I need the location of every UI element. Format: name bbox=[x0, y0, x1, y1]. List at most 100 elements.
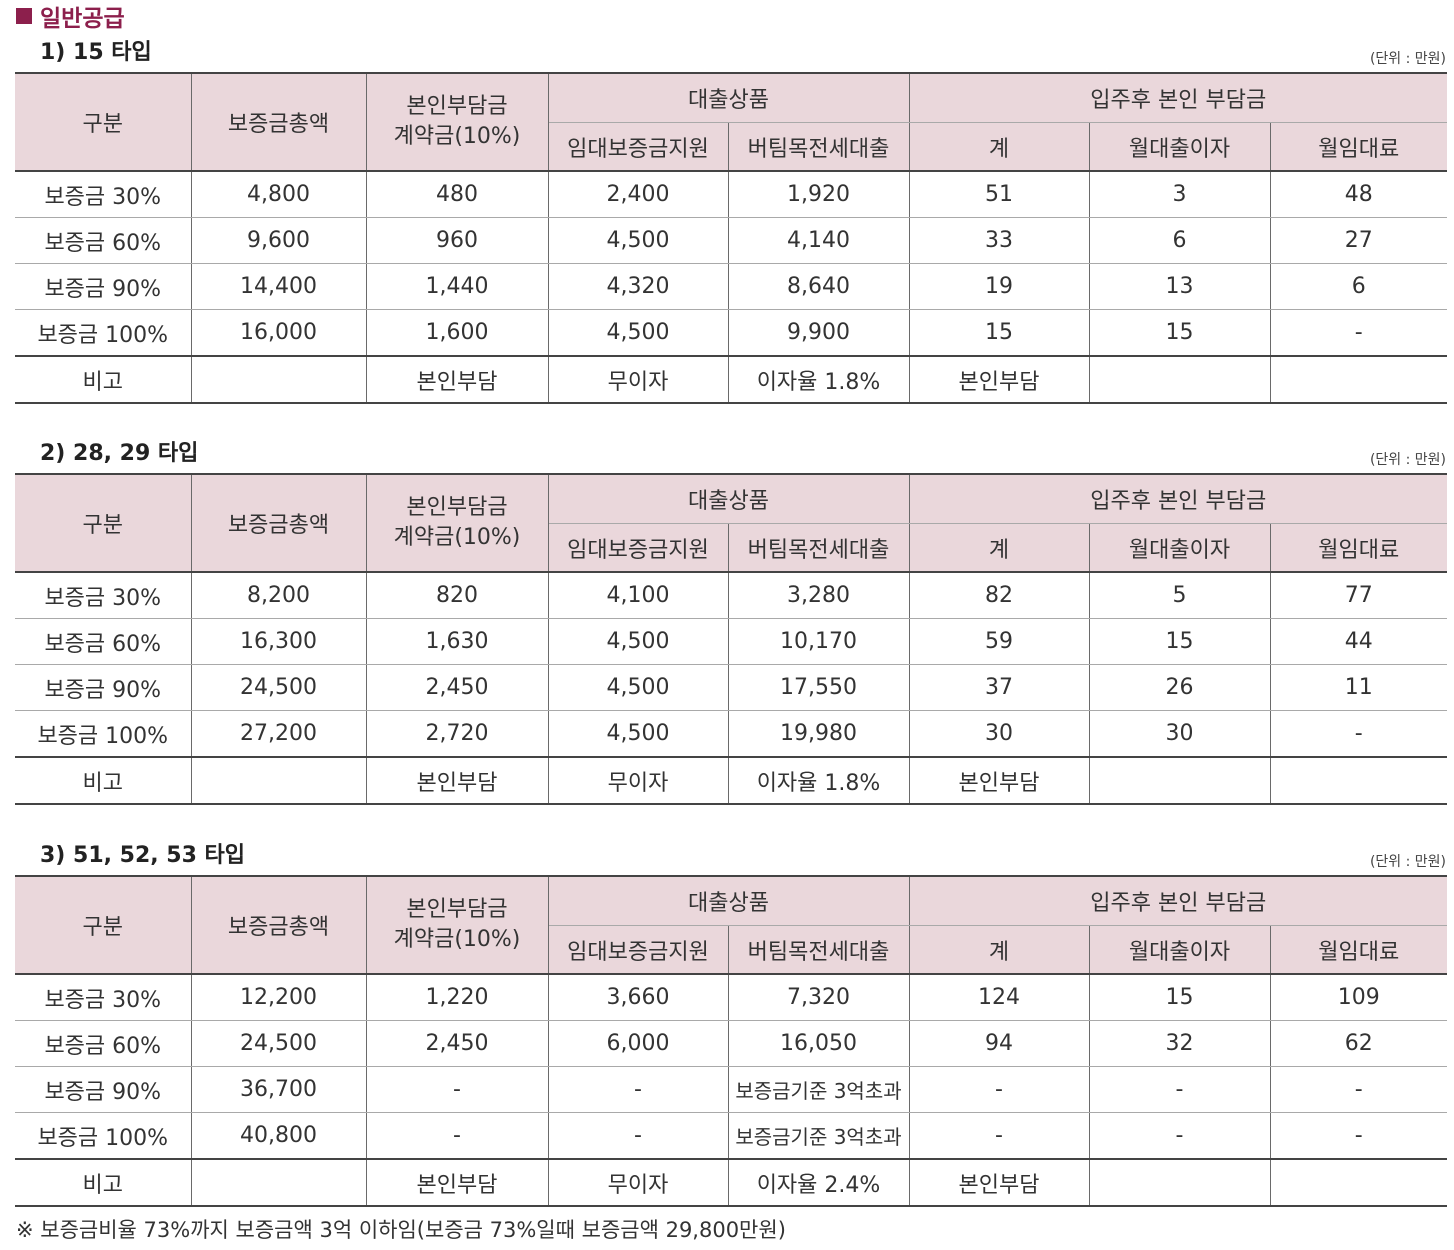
cell-category: 보증금 30% bbox=[15, 170, 192, 218]
cell-category: 보증금 100% bbox=[15, 1112, 192, 1160]
table-row: 보증금 90% 14,400 1,440 4,320 8,640 19 13 6 bbox=[15, 263, 1448, 310]
header-jeonse-loan: 버팀목전세대출 bbox=[727, 523, 910, 573]
cell-jeonse-loan: 8,640 bbox=[727, 263, 910, 310]
supply-table: 구분 보증금총액 본인부담금 계약금(10%) 대출상품 입주후 본인 부담금 임대보증금지… bbox=[15, 72, 1448, 404]
cell-monthly-interest: 5 bbox=[1088, 571, 1271, 619]
footnote: ※ 보증금비율 73%까지 보증금액 3억 이하임(보증금 73%일때 보증금액… bbox=[16, 1218, 786, 1242]
header-self-contract-line1: 본인부담금 bbox=[406, 495, 508, 520]
note-cell-self-contract: 본인부담 bbox=[365, 1158, 549, 1207]
header-self-contract: 본인부담금 계약금(10%) bbox=[365, 72, 549, 172]
cell-jeonse-loan: 보증금기준 3억초과 bbox=[727, 1112, 910, 1160]
cell-deposit-total: 4,800 bbox=[190, 170, 367, 218]
cell-monthly-rent: 27 bbox=[1269, 217, 1448, 264]
cell-rent-support: 6,000 bbox=[547, 1020, 729, 1067]
cell-rent-support: 4,500 bbox=[547, 710, 729, 758]
cell-total: 33 bbox=[908, 217, 1090, 264]
header-self-contract-line2: 계약금(10%) bbox=[393, 927, 521, 952]
note-cell-rent-support: 무이자 bbox=[547, 1158, 729, 1207]
cell-monthly-rent: - bbox=[1269, 1112, 1448, 1160]
unit-label: (단위 : 만원) bbox=[1369, 51, 1446, 67]
cell-deposit-total: 36,700 bbox=[190, 1066, 367, 1113]
cell-monthly-interest: 30 bbox=[1088, 710, 1271, 758]
cell-deposit-total: 12,200 bbox=[190, 973, 367, 1021]
note-cell-category: 비고 bbox=[15, 355, 192, 404]
cell-rent-support: - bbox=[547, 1112, 729, 1160]
cell-deposit-total: 27,200 bbox=[190, 710, 367, 758]
header-self-contract: 본인부담금 계약금(10%) bbox=[365, 473, 549, 573]
note-cell-self-contract: 본인부담 bbox=[365, 355, 549, 404]
header-rent-support: 임대보증금지원 bbox=[548, 523, 729, 573]
unit-label: (단위 : 만원) bbox=[1369, 452, 1446, 468]
header-category: 구분 bbox=[15, 72, 192, 172]
cell-monthly-rent: - bbox=[1269, 309, 1448, 357]
note-cell-monthly-interest bbox=[1088, 756, 1271, 805]
cell-deposit-total: 16,300 bbox=[190, 618, 367, 665]
cell-rent-support: 4,100 bbox=[547, 571, 729, 619]
table-row: 보증금 30% 8,200 820 4,100 3,280 82 5 77 bbox=[15, 571, 1448, 619]
cell-total: - bbox=[908, 1112, 1090, 1160]
cell-monthly-interest: 13 bbox=[1088, 263, 1271, 310]
note-cell-monthly-interest bbox=[1088, 355, 1271, 404]
header-jeonse-loan: 버팀목전세대출 bbox=[727, 925, 910, 975]
cell-self-contract: 1,440 bbox=[365, 263, 549, 310]
header-monthly-interest: 월대출이자 bbox=[1088, 122, 1271, 172]
note-cell-category: 비고 bbox=[15, 1158, 192, 1207]
cell-monthly-rent: 109 bbox=[1269, 973, 1448, 1021]
header-monthly-interest: 월대출이자 bbox=[1088, 523, 1271, 573]
note-cell-rent-support: 무이자 bbox=[547, 756, 729, 805]
cell-rent-support: 4,500 bbox=[547, 664, 729, 711]
cell-rent-support: 3,660 bbox=[547, 973, 729, 1021]
header-jeonse-loan: 버팀목전세대출 bbox=[727, 122, 910, 172]
cell-total: 30 bbox=[908, 710, 1090, 758]
cell-self-contract: 1,630 bbox=[365, 618, 549, 665]
cell-jeonse-loan: 17,550 bbox=[727, 664, 910, 711]
table-row: 보증금 60% 16,300 1,630 4,500 10,170 59 15 44 bbox=[15, 618, 1448, 665]
header-loan-group: 대출상품 bbox=[547, 473, 910, 524]
table-row: 보증금 30% 4,800 480 2,400 1,920 51 3 48 bbox=[15, 170, 1448, 218]
cell-self-contract: 1,220 bbox=[365, 973, 549, 1021]
header-after-group: 입주후 본인 부담금 bbox=[908, 72, 1448, 123]
cell-rent-support: 2,400 bbox=[547, 170, 729, 218]
cell-total: 15 bbox=[908, 309, 1090, 357]
cell-jeonse-loan: 19,980 bbox=[727, 710, 910, 758]
note-cell-monthly-rent bbox=[1269, 355, 1448, 404]
header-deposit-total: 보증금총액 bbox=[190, 875, 367, 975]
note-row: 비고 본인부담 무이자 이자율 1.8% 본인부담 bbox=[15, 355, 1448, 404]
cell-deposit-total: 40,800 bbox=[190, 1112, 367, 1160]
cell-monthly-interest: 15 bbox=[1088, 618, 1271, 665]
cell-jeonse-loan: 7,320 bbox=[727, 973, 910, 1021]
supply-table: 구분 보증금총액 본인부담금 계약금(10%) 대출상품 입주후 본인 부담금 임대보증금지… bbox=[15, 473, 1448, 805]
table-row: 보증금 100% 16,000 1,600 4,500 9,900 15 15- bbox=[15, 309, 1448, 357]
header-monthly-interest: 월대출이자 bbox=[1088, 925, 1271, 975]
cell-self-contract: - bbox=[365, 1066, 549, 1113]
header-self-contract-line2: 계약금(10%) bbox=[393, 124, 521, 149]
cell-total: 82 bbox=[908, 571, 1090, 619]
note-cell-monthly-rent bbox=[1269, 1158, 1448, 1207]
cell-self-contract: 820 bbox=[365, 571, 549, 619]
cell-category: 보증금 100% bbox=[15, 710, 192, 758]
table-row: 보증금 100% 40,800- - 보증금기준 3억초과 - - - bbox=[15, 1112, 1448, 1160]
note-cell-monthly-rent bbox=[1269, 756, 1448, 805]
cell-total: - bbox=[908, 1066, 1090, 1113]
cell-jeonse-loan: 16,050 bbox=[727, 1020, 910, 1067]
cell-deposit-total: 24,500 bbox=[190, 1020, 367, 1067]
cell-monthly-interest: 32 bbox=[1088, 1020, 1271, 1067]
header-monthly-rent: 월임대료 bbox=[1269, 925, 1448, 975]
header-category: 구분 bbox=[15, 473, 192, 573]
cell-rent-support: 4,500 bbox=[547, 309, 729, 357]
table-title: 2) 28, 29 타입 bbox=[40, 441, 199, 466]
section-title: 일반공급 bbox=[16, 2, 125, 32]
header-rent-support: 임대보증금지원 bbox=[548, 122, 729, 172]
cell-self-contract: 960 bbox=[365, 217, 549, 264]
note-cell-deposit-total bbox=[190, 1158, 367, 1207]
header-total: 계 bbox=[908, 925, 1090, 975]
header-deposit-total: 보증금총액 bbox=[190, 473, 367, 573]
cell-rent-support: 4,320 bbox=[547, 263, 729, 310]
cell-total: 94 bbox=[908, 1020, 1090, 1067]
cell-rent-support: 4,500 bbox=[547, 618, 729, 665]
cell-self-contract: 2,450 bbox=[365, 664, 549, 711]
cell-category: 보증금 30% bbox=[15, 973, 192, 1021]
cell-monthly-interest: 15 bbox=[1088, 973, 1271, 1021]
note-cell-total: 본인부담 bbox=[908, 1158, 1090, 1207]
note-row: 비고 본인부담 무이자 이자율 1.8% 본인부담 bbox=[15, 756, 1448, 805]
